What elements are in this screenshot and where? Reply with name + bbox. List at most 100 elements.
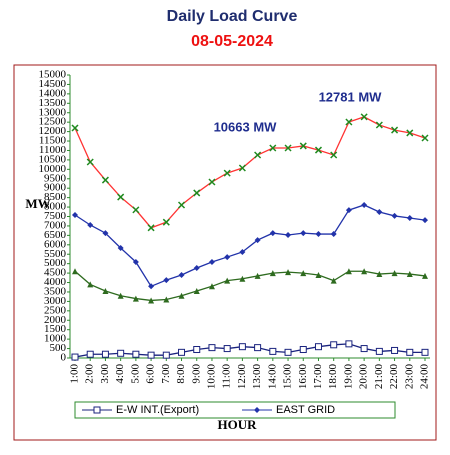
marker (224, 254, 231, 261)
y-tick-label: 1500 (44, 323, 67, 335)
marker (117, 193, 125, 201)
marker (375, 347, 383, 355)
x-tick-label: 10:00 (205, 364, 217, 390)
marker (269, 230, 276, 237)
marker (314, 343, 322, 351)
marker (193, 265, 200, 272)
marker (284, 144, 292, 152)
marker (117, 245, 124, 252)
chart-title: Daily Load Curve (167, 8, 298, 25)
y-tick-label: 5000 (44, 257, 67, 269)
marker (391, 270, 398, 277)
marker (406, 129, 414, 137)
x-tick-label: 20:00 (358, 364, 370, 390)
x-axis-label: HOUR (218, 417, 258, 432)
marker (330, 231, 337, 238)
marker (163, 296, 170, 303)
marker (162, 351, 170, 359)
marker (315, 231, 322, 238)
x-tick-label: 7:00 (160, 364, 172, 384)
x-tick-label: 21:00 (373, 364, 385, 390)
marker (422, 217, 428, 224)
legend-label: EAST GRID (276, 404, 335, 416)
marker (177, 201, 186, 209)
marker (163, 277, 170, 284)
marker (87, 281, 94, 288)
x-tick-label: 12:00 (236, 364, 248, 390)
x-tick-label: 17:00 (312, 364, 324, 390)
marker (254, 344, 262, 352)
marker (406, 348, 414, 356)
x-tick-label: 4:00 (114, 364, 126, 384)
marker (71, 124, 79, 132)
marker (102, 288, 109, 295)
marker (421, 348, 429, 356)
marker (330, 341, 338, 349)
marker (239, 275, 246, 282)
marker (360, 345, 368, 353)
marker (132, 258, 139, 265)
chart-frame (13, 64, 437, 441)
marker (147, 224, 155, 232)
marker (345, 268, 352, 275)
marker (391, 212, 398, 219)
legend-label: E-W INT.(Export) (116, 404, 199, 416)
y-tick-label: 11500 (39, 135, 67, 147)
y-tick-label: 500 (50, 342, 67, 354)
marker (102, 230, 109, 237)
y-tick-label: 2000 (44, 314, 67, 326)
marker (117, 292, 124, 299)
y-tick-label: 0 (61, 352, 67, 364)
marker (254, 272, 261, 279)
y-tick-label: 13000 (39, 106, 67, 118)
marker (254, 237, 261, 244)
marker (269, 347, 277, 355)
marker (101, 176, 109, 184)
marker (86, 350, 94, 358)
marker (72, 268, 78, 275)
marker (330, 151, 338, 159)
marker (148, 297, 155, 304)
x-tick-label: 18:00 (327, 364, 339, 390)
marker (345, 118, 353, 126)
marker (87, 221, 94, 228)
marker (345, 207, 352, 214)
marker (208, 258, 215, 265)
marker (239, 248, 246, 255)
y-tick-label: 2500 (44, 304, 67, 316)
x-tick-label: 11:00 (221, 364, 233, 389)
marker (360, 113, 368, 121)
marker (299, 142, 307, 150)
marker (299, 346, 307, 354)
series-line (74, 343, 425, 358)
x-tick-label: 13:00 (251, 364, 263, 390)
y-tick-label: 12000 (39, 125, 67, 137)
y-tick-label: 6500 (44, 229, 67, 241)
marker (376, 208, 383, 215)
marker (391, 126, 399, 134)
marker (391, 346, 399, 354)
marker (330, 277, 337, 284)
marker (86, 158, 94, 166)
marker (208, 283, 215, 290)
marker (178, 292, 185, 299)
annotation: 12781 MW (319, 89, 383, 104)
x-tick-label: 3:00 (99, 364, 111, 384)
marker (376, 271, 383, 278)
x-tick-label: 24:00 (419, 364, 431, 390)
marker (132, 295, 139, 302)
marker (132, 206, 140, 214)
marker (314, 146, 323, 154)
y-tick-label: 7000 (44, 219, 67, 231)
annotation: 10663 MW (214, 119, 278, 134)
series-line (74, 204, 426, 288)
y-tick-label: 14500 (39, 78, 67, 90)
x-tick-label: 14:00 (266, 364, 278, 390)
marker (71, 353, 79, 361)
marker (422, 272, 428, 279)
y-tick-label: 4500 (44, 267, 67, 279)
x-tick-label: 6:00 (145, 364, 157, 384)
marker (285, 269, 292, 276)
x-tick-label: 1:00 (69, 364, 81, 384)
